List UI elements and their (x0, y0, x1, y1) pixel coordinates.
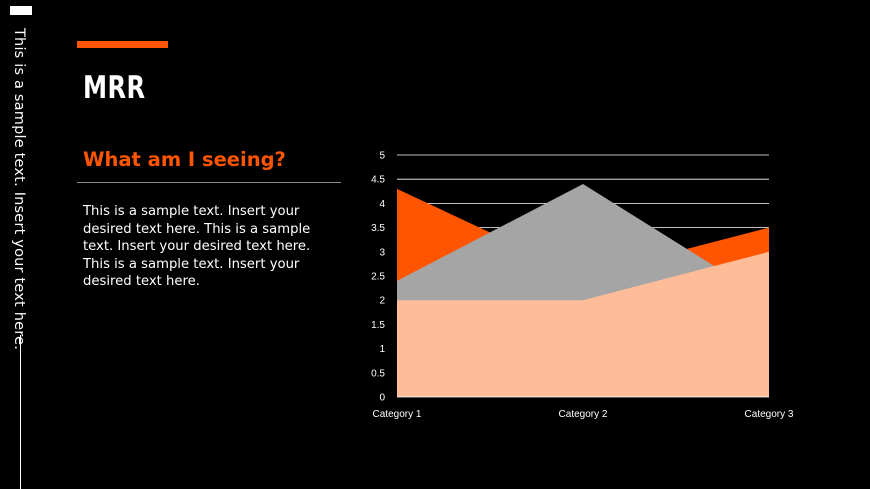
x-tick-label: Category 1 (373, 409, 422, 420)
body-text: This is a sample text. Insert your desir… (83, 204, 311, 289)
x-tick-label: Category 2 (559, 409, 608, 420)
y-tick-label: 1.5 (371, 320, 385, 331)
y-tick-label: 1 (379, 344, 385, 355)
area-chart: 0 0.5 1 1.5 2 2.5 3 3.5 4 4.5 5 Category 1 Category … (371, 151, 794, 421)
y-tick-label: 4.5 (371, 175, 385, 186)
slide-subtitle: What am I seeing? (83, 148, 286, 171)
y-tick-label: 0.5 (371, 368, 385, 379)
x-tick-label: Category 3 (745, 409, 794, 420)
sidebar-vertical-text: This is a sample text. Insert your text … (11, 28, 27, 351)
corner-square (10, 6, 32, 15)
accent-bar (77, 41, 168, 48)
y-tick-label: 2 (379, 296, 385, 307)
slide-title: MRR (83, 70, 146, 106)
y-tick-label: 0 (379, 393, 385, 404)
y-tick-label: 4 (379, 199, 385, 210)
subtitle-divider (77, 182, 341, 183)
y-tick-label: 3.5 (371, 223, 385, 234)
y-tick-label: 2.5 (371, 272, 385, 283)
sidebar-line (20, 335, 21, 489)
series-3-area (397, 251, 769, 397)
y-tick-label: 3 (379, 247, 385, 258)
y-tick-label: 5 (379, 151, 385, 162)
